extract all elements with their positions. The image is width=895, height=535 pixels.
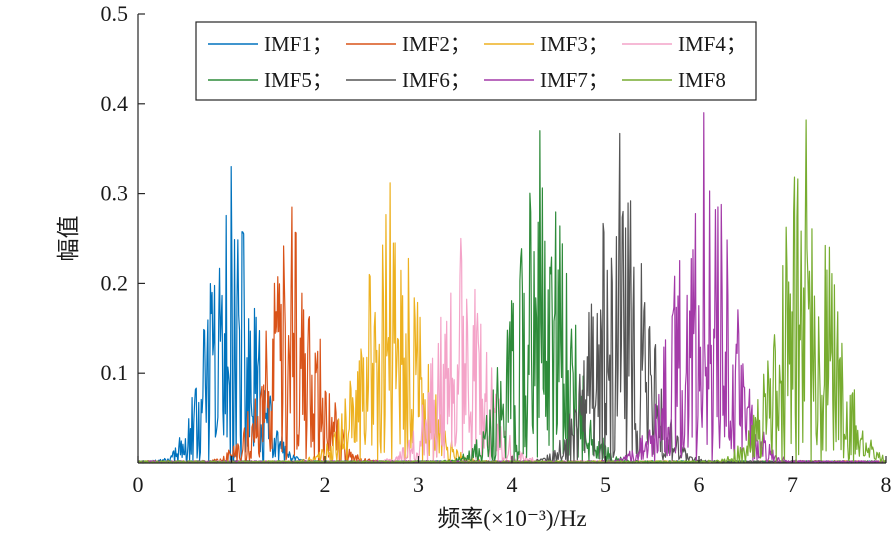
legend-label-imf4: IMF4； [678,32,747,56]
legend-label-imf8: IMF8 [678,68,726,92]
y-tick-label: 0.4 [101,91,129,116]
legend-label-imf6: IMF6； [402,68,471,92]
x-tick-label: 7 [787,472,798,497]
y-axis-title: 幅值 [56,216,81,262]
x-axis-title: 频率(×10⁻³)/Hz [437,506,587,531]
x-tick-label: 4 [507,472,518,497]
x-tick-label: 5 [600,472,611,497]
x-tick-label: 3 [413,472,424,497]
x-tick-label: 8 [881,472,892,497]
legend-label-imf3: IMF3； [540,32,609,56]
legend-label-imf5: IMF5； [264,68,333,92]
ticks: 0 1 2 3 4 5 6 7 8 0.1 0.2 0.3 0.4 0.5 [101,1,892,497]
legend-label-imf7: IMF7； [540,68,609,92]
legend-label-imf1: IMF1； [264,32,333,56]
x-tick-label: 1 [226,472,237,497]
x-tick-label: 6 [694,472,705,497]
series-layer [137,112,887,464]
x-tick-label: 2 [320,472,331,497]
y-tick-label: 0.5 [101,1,129,26]
legend: IMF1； IMF2； IMF3； IMF4； IMF5； IMF6； IMF7； IMF8 [195,21,757,101]
y-tick-label: 0.1 [101,360,129,385]
x-tick-label: 0 [133,472,144,497]
legend-label-imf2: IMF2； [402,32,471,56]
y-tick-label: 0.3 [101,181,129,206]
legend-box [195,21,757,101]
y-tick-label: 0.2 [101,270,129,295]
